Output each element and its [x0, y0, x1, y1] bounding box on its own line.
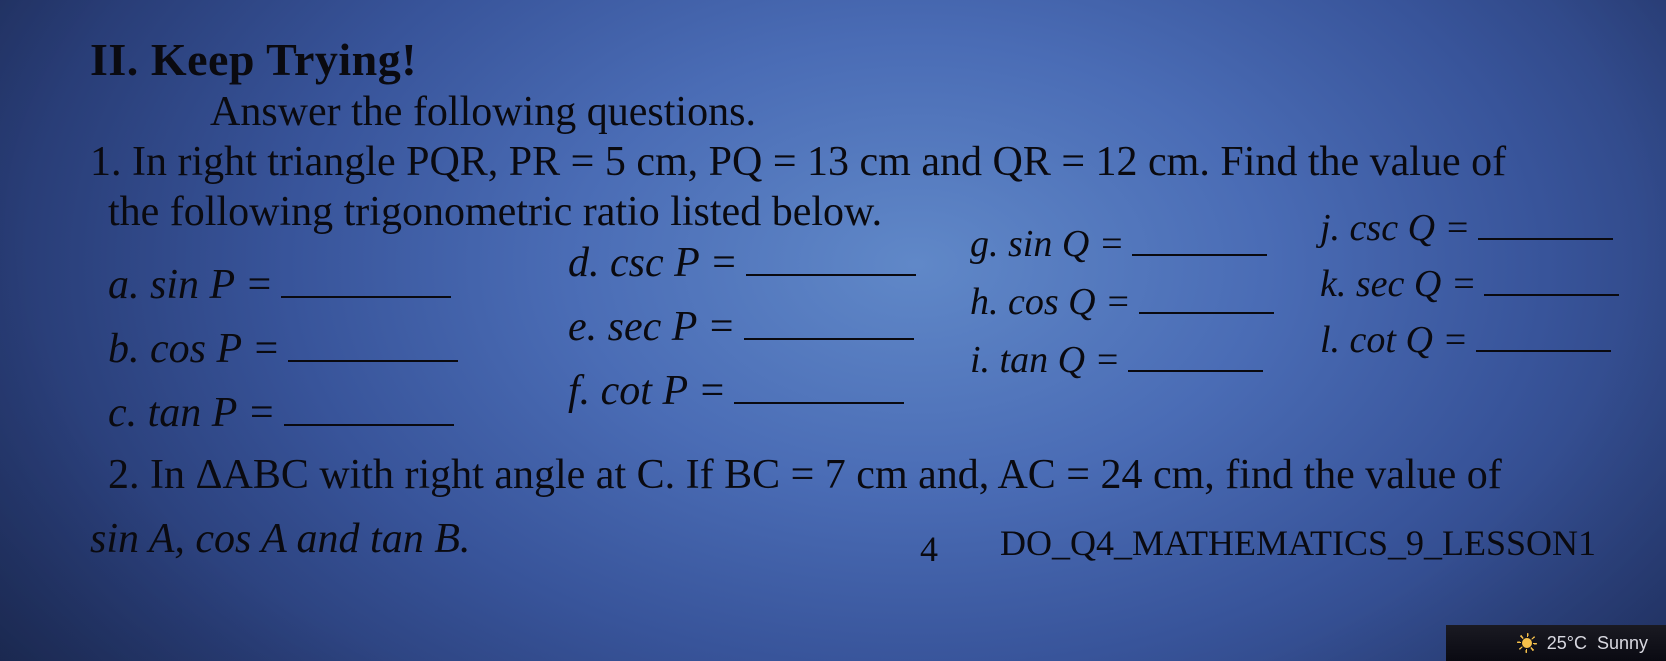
q1-item-b: b. cos P =	[108, 327, 458, 371]
worksheet-page: II. Keep Trying! Answer the following qu…	[0, 0, 1666, 661]
blank	[284, 392, 454, 426]
q1-item-k: k. sec Q =	[1320, 265, 1619, 305]
q1-line1: 1. In right triangle PQR, PR = 5 cm, PQ …	[90, 140, 1626, 184]
q1-item-l-label: l. cot Q =	[1320, 319, 1468, 361]
q1-item-c-label: c. tan P =	[108, 390, 276, 436]
q1-item-j: j. csc Q =	[1320, 209, 1613, 249]
blank	[746, 242, 916, 276]
blank	[1132, 225, 1267, 256]
q1-item-d-label: d. csc P =	[568, 240, 738, 286]
page-number: 4	[920, 531, 938, 569]
blank	[734, 370, 904, 404]
blank	[281, 264, 451, 298]
q1-item-e: e. sec P =	[568, 305, 914, 349]
q1-item-k-label: k. sec Q =	[1320, 263, 1476, 305]
taskbar-temp: 25°C	[1547, 633, 1587, 654]
blank	[1484, 265, 1619, 296]
section-instruction: Answer the following questions.	[210, 90, 1626, 134]
blank	[1128, 341, 1263, 372]
section-title: Keep Trying!	[151, 34, 417, 85]
q1-item-a-label: a. sin P =	[108, 262, 273, 308]
q1-item-f: f. cot P =	[568, 369, 904, 413]
blank	[288, 328, 458, 362]
q1-item-c: c. tan P =	[108, 391, 454, 435]
blank	[744, 306, 914, 340]
q1-item-e-label: e. sec P =	[568, 304, 736, 350]
q2-line1: 2. In ΔABC with right angle at C. If BC …	[108, 453, 1502, 497]
sun-icon	[1517, 633, 1537, 653]
q1-item-l: l. cot Q =	[1320, 321, 1611, 361]
q1-ratio-grid: a. sin P = b. cos P = c. tan P = d. csc …	[90, 241, 1626, 451]
q1-item-i-label: i. tan Q =	[970, 339, 1120, 381]
taskbar-weather[interactable]: 25°C Sunny	[1446, 625, 1666, 661]
q1-item-h: h. cos Q =	[970, 283, 1274, 323]
q1-item-g-label: g. sin Q =	[970, 223, 1124, 265]
taskbar-cond: Sunny	[1597, 633, 1648, 654]
q2-line2: sin A, cos A and tan B.	[90, 517, 470, 561]
q1-item-f-label: f. cot P =	[568, 368, 726, 414]
blank	[1478, 209, 1613, 240]
blank	[1476, 321, 1611, 352]
section-heading: II. Keep Trying!	[90, 36, 1626, 84]
q1-item-d: d. csc P =	[568, 241, 916, 285]
q1-item-j-label: j. csc Q =	[1320, 207, 1470, 249]
blank	[1139, 283, 1274, 314]
q1-item-g: g. sin Q =	[970, 225, 1267, 265]
section-number: II.	[90, 34, 139, 85]
q1-item-i: i. tan Q =	[970, 341, 1263, 381]
q2-block: 2. In ΔABC with right angle at C. If BC …	[90, 453, 1626, 583]
q1-item-a: a. sin P =	[108, 263, 451, 307]
q1-item-h-label: h. cos Q =	[970, 281, 1131, 323]
q1-item-b-label: b. cos P =	[108, 326, 280, 372]
doc-code: DO_Q4_MATHEMATICS_9_LESSON1	[1000, 525, 1596, 563]
